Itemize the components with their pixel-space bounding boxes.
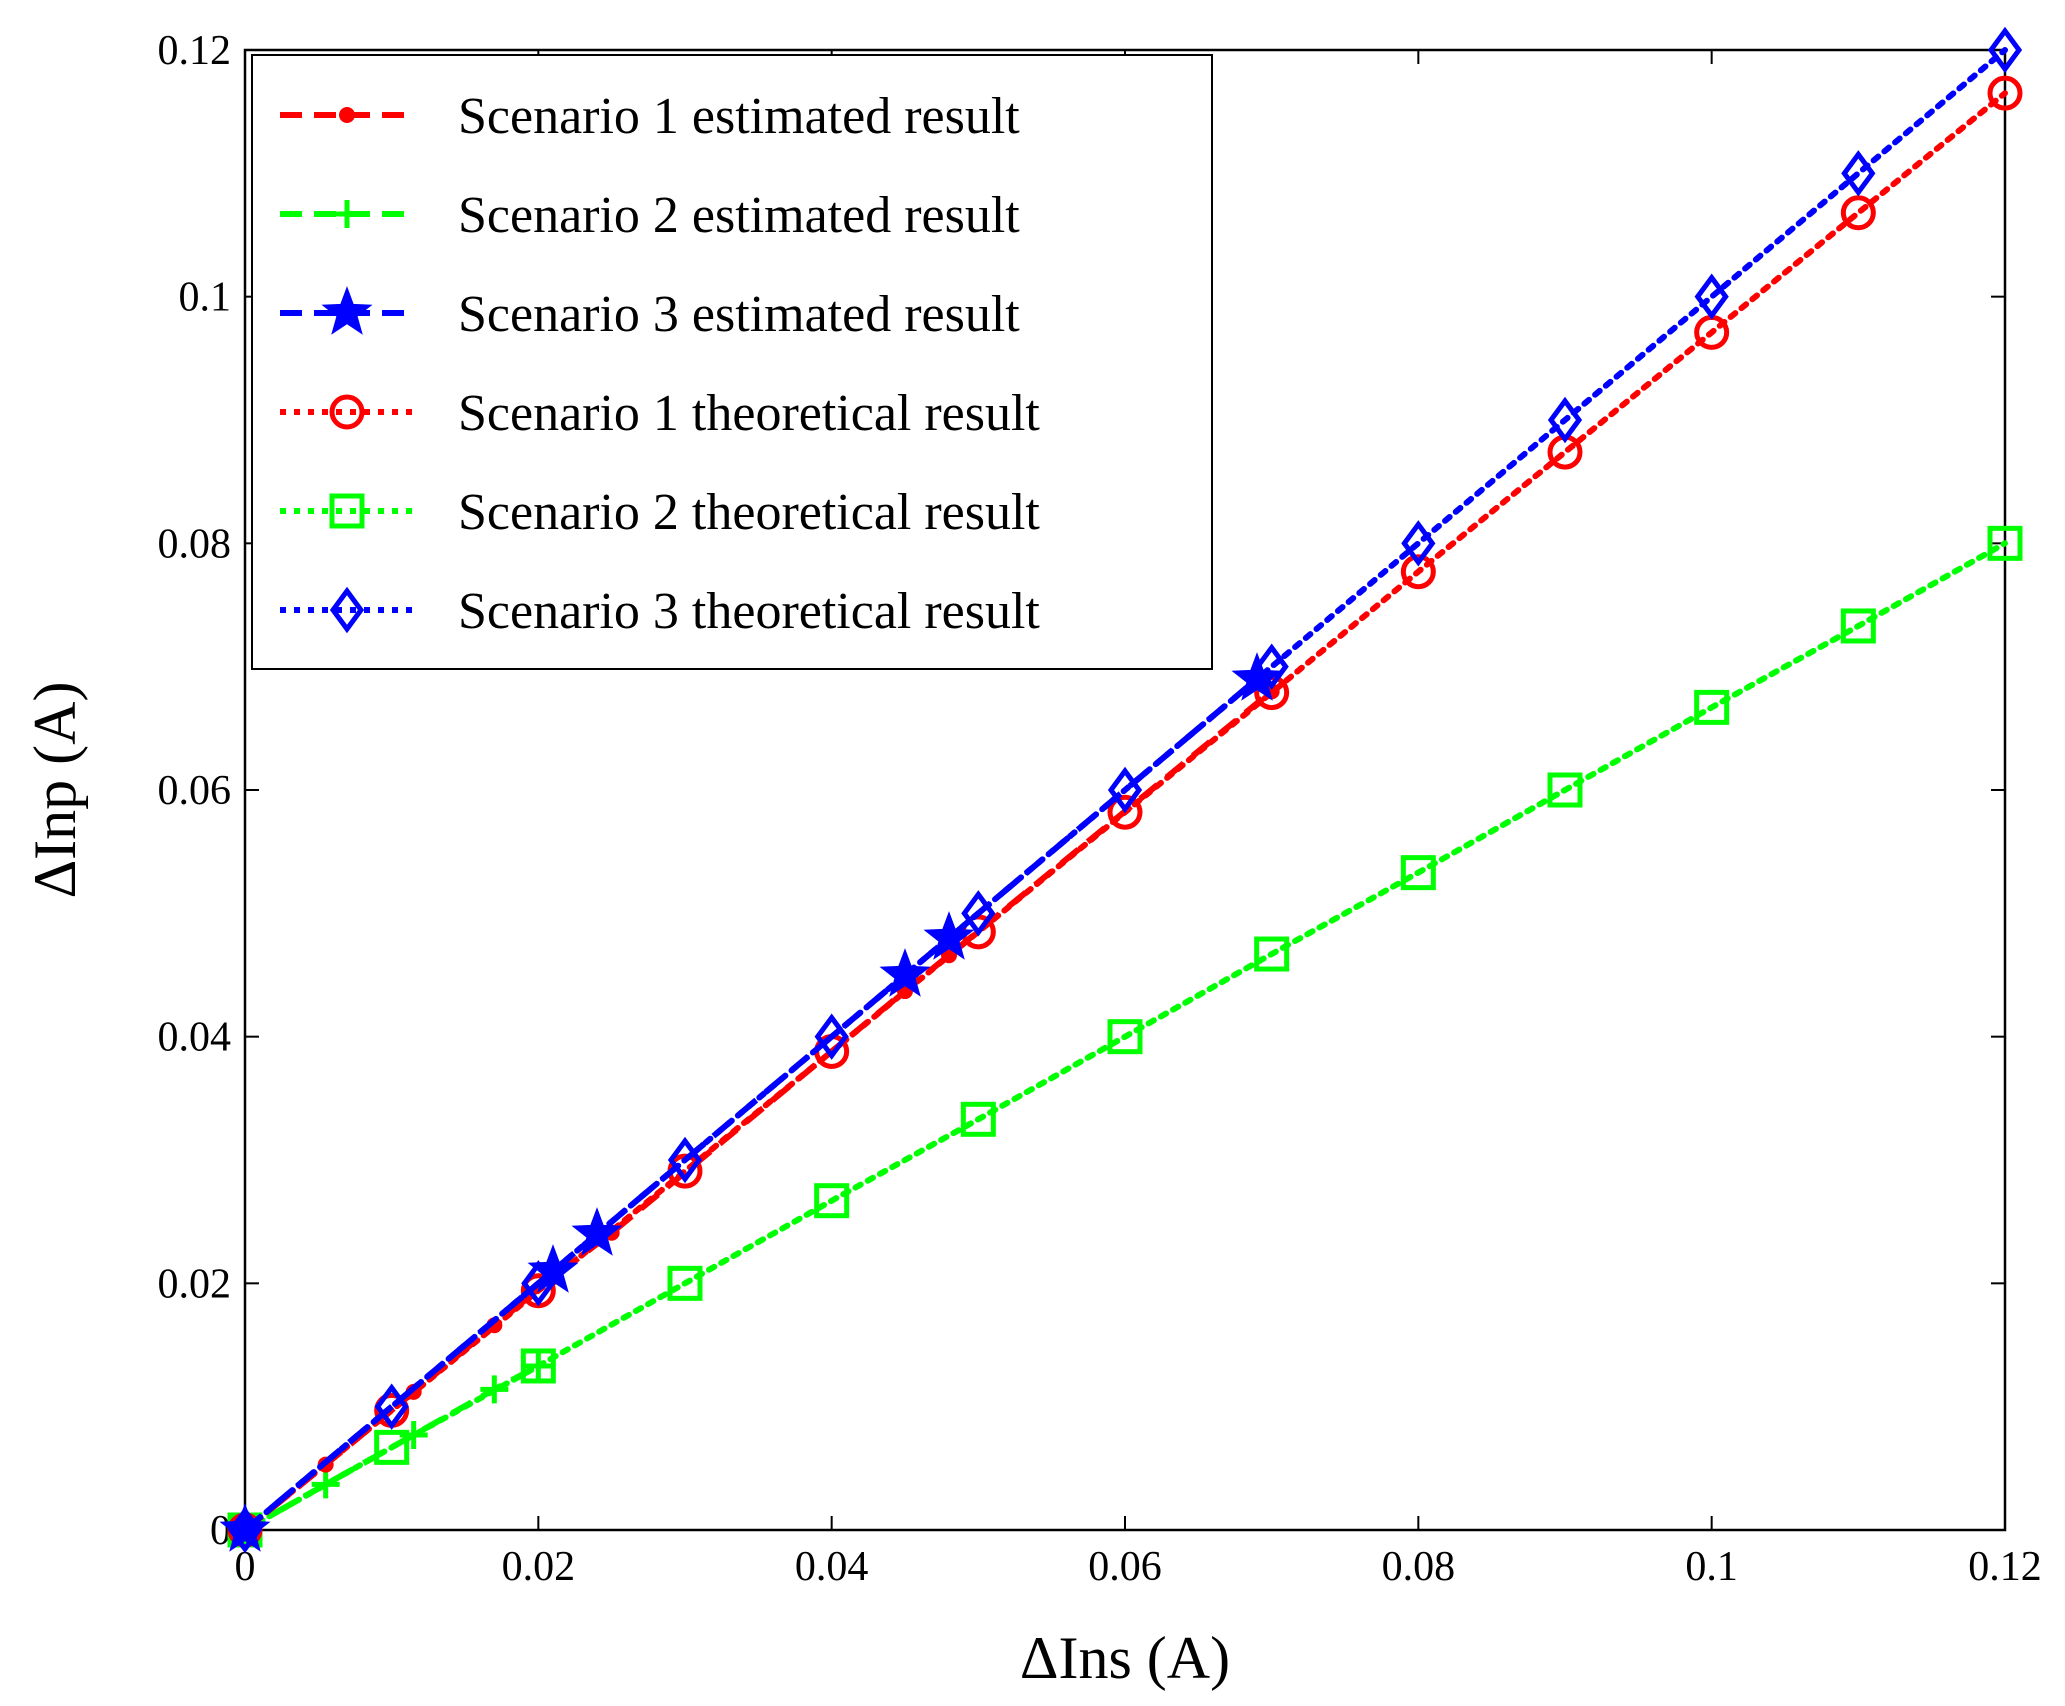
circle-marker xyxy=(1987,75,2023,111)
y-tick-label: 0.04 xyxy=(158,1015,232,1061)
legend-label: Scenario 3 theoretical result xyxy=(458,583,1040,640)
legend-label: Scenario 1 estimated result xyxy=(458,88,1020,145)
diamond-marker xyxy=(961,890,996,937)
y-tick-label: 0.02 xyxy=(158,1261,232,1307)
square-marker xyxy=(814,1183,850,1219)
diamond-marker xyxy=(1841,150,1876,197)
legend-item: Scenario 1 theoretical result xyxy=(280,385,1040,442)
plus-marker xyxy=(399,1421,428,1450)
square-marker xyxy=(1694,689,1730,725)
circle-marker xyxy=(329,394,365,430)
diamond-marker xyxy=(1987,26,2023,74)
square-marker xyxy=(1547,772,1583,808)
series-layer xyxy=(219,26,2023,1554)
diamond-marker xyxy=(1254,643,1289,690)
star-marker xyxy=(321,286,373,335)
x-tick-label: 0.06 xyxy=(1088,1544,1162,1590)
y-tick-label: 0.1 xyxy=(179,275,232,321)
diamond-marker xyxy=(329,586,365,634)
legend-item: Scenario 1 estimated result xyxy=(280,88,1020,145)
square-marker xyxy=(374,1429,410,1465)
y-tick-label: 0.08 xyxy=(158,521,232,567)
axis-ticks: 0 0.02 0.04 0.06 0.08 0.1 0.12 0 0.02 0.04 0.06 0.0… xyxy=(158,28,2042,1590)
plus-marker xyxy=(480,1375,509,1404)
square-marker xyxy=(1400,855,1436,891)
legend-label: Scenario 3 estimated result xyxy=(458,286,1020,343)
legend-item: Scenario 2 theoretical result xyxy=(280,484,1040,541)
x-tick-label: 0.04 xyxy=(795,1544,869,1590)
square-marker xyxy=(667,1265,703,1301)
x-tick-label: 0.02 xyxy=(502,1544,576,1590)
square-marker xyxy=(960,1101,996,1137)
legend-item: Scenario 3 theoretical result xyxy=(280,583,1040,640)
square-marker xyxy=(1107,1019,1143,1055)
x-tick-label: 0.08 xyxy=(1382,1544,1456,1590)
dot-marker xyxy=(339,107,355,123)
square-marker xyxy=(1840,608,1876,644)
y-axis-title: ΔInp (A) xyxy=(22,682,88,899)
y-tick-label: 0.12 xyxy=(158,28,232,74)
plus-marker xyxy=(311,1470,340,1499)
diamond-marker xyxy=(667,1136,703,1184)
star-marker xyxy=(923,911,975,960)
x-tick-label: 0 xyxy=(235,1544,256,1590)
legend-label: Scenario 2 estimated result xyxy=(458,187,1020,244)
diamond-marker xyxy=(374,1383,409,1430)
legend-item: Scenario 3 estimated result xyxy=(280,286,1020,343)
diamond-marker xyxy=(1547,396,1583,444)
square-marker xyxy=(520,1348,556,1384)
circle-marker xyxy=(1840,195,1876,231)
plus-marker xyxy=(524,1351,553,1380)
legend-box xyxy=(251,54,1213,670)
square-marker xyxy=(329,493,365,529)
diamond-marker xyxy=(814,1013,849,1060)
square-marker xyxy=(1254,936,1290,972)
legend-label: Scenario 2 theoretical result xyxy=(458,484,1040,541)
circle-marker xyxy=(1400,554,1436,590)
legend-item: Scenario 2 estimated result xyxy=(280,187,1020,244)
plus-marker xyxy=(333,200,361,228)
series-line xyxy=(242,47,2008,1533)
square-marker xyxy=(1987,525,2023,561)
diamond-marker xyxy=(521,1260,556,1307)
diamond-marker xyxy=(1107,766,1143,814)
y-tick-label: 0 xyxy=(210,1508,231,1554)
x-tick-label: 0.1 xyxy=(1685,1544,1738,1590)
y-tick-label: 0.06 xyxy=(158,768,232,814)
x-axis-title: ΔIns (A) xyxy=(1020,1625,1230,1691)
legend-label: Scenario 1 theoretical result xyxy=(458,385,1040,442)
diamond-marker xyxy=(1401,520,1436,567)
star-marker xyxy=(879,948,931,997)
circle-marker xyxy=(1107,794,1143,830)
legend: Scenario 1 estimated result Scenario 2 es… xyxy=(251,54,1213,670)
diamond-marker xyxy=(1694,273,1729,320)
x-tick-label: 0.12 xyxy=(1968,1544,2042,1590)
series-6 xyxy=(227,26,2023,1554)
diamond-marker xyxy=(227,1506,263,1554)
